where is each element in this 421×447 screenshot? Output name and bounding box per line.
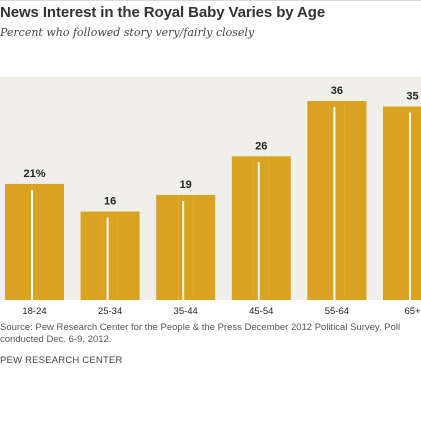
chart-title: News Interest in the Royal Baby Varies b… bbox=[0, 4, 326, 21]
bar-segment-18-24 bbox=[42, 183, 64, 300]
bar-divider-25-34 bbox=[106, 217, 109, 300]
bar-25-34 bbox=[80, 211, 103, 300]
category-label-65+: 65+ bbox=[404, 306, 421, 317]
category-label-18-24: 18-24 bbox=[22, 306, 46, 317]
bar-55-64 bbox=[307, 101, 330, 300]
bar-65+ bbox=[383, 106, 405, 301]
bar-fill-35-44 bbox=[178, 194, 194, 300]
bar-fill-65+ bbox=[405, 106, 420, 301]
bar-segment-25-34 bbox=[117, 211, 140, 300]
category-label-25-34: 25-34 bbox=[98, 306, 122, 317]
value-label-45-54: 26 bbox=[255, 140, 267, 152]
value-labels-group: 21% 16 19 26 36 35 bbox=[23, 85, 418, 208]
bar-divider-55-64 bbox=[333, 107, 336, 300]
bar-segment-55-64 bbox=[344, 101, 367, 300]
bar-segment-45-54 bbox=[268, 156, 291, 300]
category-label-55-64: 55-64 bbox=[325, 306, 349, 317]
bar-fill-55-64 bbox=[329, 101, 345, 300]
source-note: Source: Pew Research Center for the Peop… bbox=[0, 322, 401, 345]
category-labels-group: 18-24 25-34 35-44 45-54 55-64 65+ bbox=[22, 306, 421, 317]
bar-18-24 bbox=[5, 183, 27, 300]
bar-divider-35-44 bbox=[182, 200, 185, 300]
category-label-45-54: 45-54 bbox=[249, 306, 273, 317]
value-label-55-64: 36 bbox=[331, 85, 343, 97]
bar-fill-25-34 bbox=[102, 211, 118, 300]
bars-group bbox=[5, 101, 421, 301]
value-label-35-44: 19 bbox=[180, 179, 192, 191]
bar-fill-18-24 bbox=[27, 183, 42, 300]
bar-fill-45-54 bbox=[253, 156, 269, 300]
bar-divider-65+ bbox=[409, 112, 411, 301]
category-label-35-44: 35-44 bbox=[174, 306, 198, 317]
value-label-18-24: 21% bbox=[23, 168, 45, 180]
value-label-65+: 35 bbox=[406, 91, 418, 103]
value-label-25-34: 16 bbox=[104, 196, 116, 208]
bar-35-44 bbox=[156, 194, 179, 300]
top-rule bbox=[0, 0, 421, 1]
bar-45-54 bbox=[231, 156, 254, 300]
bar-segment-35-44 bbox=[193, 194, 216, 300]
bar-divider-45-54 bbox=[257, 162, 260, 300]
chart-subtitle: Percent who followed story very/fairly c… bbox=[0, 26, 255, 39]
bar-divider-18-24 bbox=[31, 189, 33, 300]
pew-brand: PEW RESEARCH CENTER bbox=[0, 355, 123, 366]
